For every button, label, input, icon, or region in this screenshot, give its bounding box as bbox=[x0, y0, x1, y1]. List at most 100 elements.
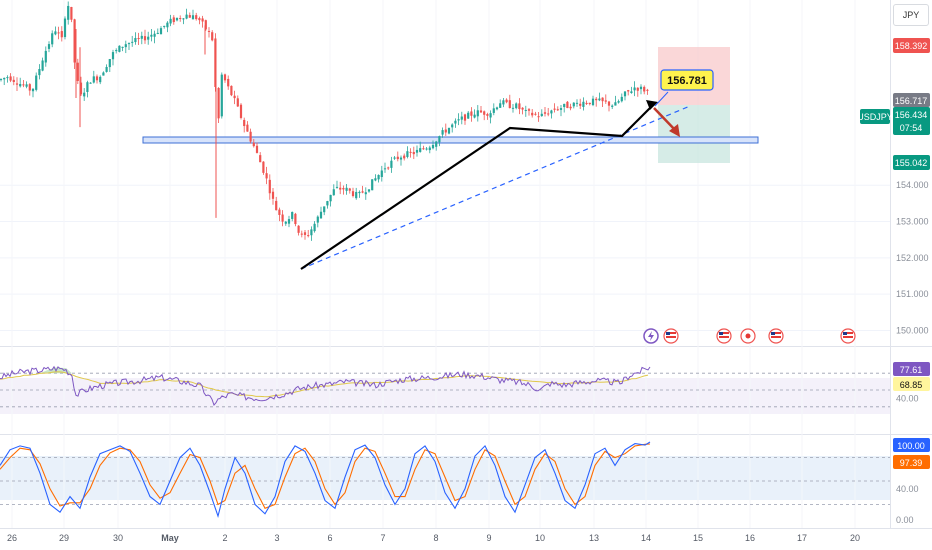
x-tick-label: 13 bbox=[589, 533, 599, 543]
event-markers[interactable] bbox=[643, 328, 856, 344]
rsi-value-label: 77.61 bbox=[893, 362, 930, 376]
us-flag-event-icon[interactable] bbox=[716, 328, 732, 344]
candle-body bbox=[521, 107, 524, 110]
candle-body bbox=[47, 44, 51, 49]
us-flag-event-icon[interactable] bbox=[768, 328, 784, 344]
us-flag-event-icon[interactable] bbox=[840, 328, 856, 344]
price-callout-box[interactable] bbox=[660, 69, 714, 91]
candle-body bbox=[150, 34, 153, 37]
candle-body bbox=[22, 84, 25, 86]
candle-body bbox=[233, 95, 236, 99]
candle-body bbox=[137, 38, 140, 40]
candle-body bbox=[252, 142, 255, 147]
candle-body bbox=[518, 103, 521, 110]
pattern-drawing[interactable] bbox=[300, 103, 655, 270]
price-axis[interactable]: 150.000 151.000 152.000 153.000 154.000 40.00… bbox=[896, 180, 929, 525]
candle-body bbox=[79, 82, 83, 95]
candle-body bbox=[457, 119, 460, 121]
candle-body bbox=[159, 28, 163, 35]
candle-body bbox=[131, 41, 134, 43]
stochastic-pane[interactable] bbox=[0, 441, 890, 519]
candle-body bbox=[41, 60, 44, 71]
x-tick-label: 26 bbox=[7, 533, 17, 543]
candle-body bbox=[51, 33, 54, 45]
candle-body bbox=[374, 178, 377, 181]
bar-countdown: 07:54 bbox=[900, 123, 923, 133]
candle-body bbox=[566, 101, 569, 109]
currency-button[interactable]: JPY bbox=[893, 4, 929, 26]
candle-body bbox=[121, 46, 124, 48]
candle-body bbox=[185, 14, 188, 19]
take-profit-zone[interactable] bbox=[658, 105, 730, 163]
japan-flag-event-icon[interactable] bbox=[740, 328, 756, 344]
candle-body bbox=[444, 129, 447, 133]
current-price-label: 156.434 07:54 bbox=[893, 107, 930, 135]
x-tick-label: 6 bbox=[327, 533, 332, 543]
candle-body bbox=[102, 72, 105, 76]
rsi-tick-label: 40.00 bbox=[896, 393, 919, 403]
candle-body bbox=[383, 168, 387, 170]
candle-body bbox=[19, 84, 22, 87]
candle-body bbox=[470, 111, 473, 116]
candle-body bbox=[335, 186, 339, 188]
candle-body bbox=[217, 87, 220, 119]
candle-body bbox=[108, 59, 111, 68]
candle-body bbox=[623, 91, 627, 97]
candle-body bbox=[438, 136, 441, 143]
candle-body bbox=[396, 156, 399, 160]
candle-body bbox=[524, 109, 527, 111]
stop-price-label: 158.392 bbox=[893, 38, 930, 53]
candle-body bbox=[92, 76, 95, 83]
us-flag-event-icon[interactable] bbox=[663, 328, 679, 344]
rsi-pane[interactable] bbox=[0, 365, 890, 408]
x-tick-label: 29 bbox=[59, 533, 69, 543]
candle-body bbox=[441, 130, 444, 135]
candle-body bbox=[531, 112, 534, 116]
x-tick-label: 20 bbox=[850, 533, 860, 543]
candle-body bbox=[387, 167, 390, 169]
candle-body bbox=[563, 103, 566, 108]
x-tick-label: 8 bbox=[433, 533, 438, 543]
grid-lines bbox=[0, 0, 890, 528]
candle-body bbox=[278, 209, 281, 215]
y-tick-label: 154.000 bbox=[896, 180, 929, 190]
candle-body bbox=[412, 151, 415, 155]
candle-body bbox=[38, 69, 41, 76]
support-zone-rect[interactable] bbox=[142, 136, 759, 144]
candle-body bbox=[527, 109, 531, 111]
candle-body bbox=[633, 87, 636, 91]
candle-body bbox=[422, 148, 425, 150]
candle-body bbox=[223, 74, 227, 81]
svg-text:155.042: 155.042 bbox=[895, 158, 928, 168]
candle-body bbox=[377, 174, 380, 180]
candle-body bbox=[76, 62, 79, 81]
candle-body bbox=[326, 201, 329, 206]
candle-body bbox=[339, 187, 342, 190]
lightning-icon bbox=[648, 331, 654, 341]
candle-body bbox=[28, 84, 31, 91]
time-axis[interactable]: 26 29 30 May 2 3 6 7 8 9 10 13 14 15 16 17 20 bbox=[7, 533, 860, 543]
candle-body bbox=[620, 96, 623, 102]
candle-body bbox=[569, 106, 572, 109]
pattern-arrow-head bbox=[646, 100, 658, 110]
candle-body bbox=[115, 50, 118, 52]
candle-body bbox=[367, 189, 371, 192]
candle-body bbox=[329, 194, 332, 202]
candle-body bbox=[547, 113, 550, 115]
candle-body bbox=[358, 191, 361, 194]
candle-body bbox=[614, 102, 617, 106]
candle-body bbox=[435, 141, 438, 147]
candle-body bbox=[95, 76, 99, 81]
candle-body bbox=[89, 82, 92, 84]
candle-body bbox=[342, 187, 345, 190]
candle-body bbox=[175, 17, 179, 21]
candle-body bbox=[265, 173, 268, 179]
candle-body bbox=[316, 216, 319, 223]
candle-body bbox=[479, 110, 483, 113]
candle-body bbox=[476, 110, 479, 117]
candle-body bbox=[361, 191, 364, 193]
candle-body bbox=[44, 50, 47, 63]
candle-body bbox=[460, 116, 463, 120]
